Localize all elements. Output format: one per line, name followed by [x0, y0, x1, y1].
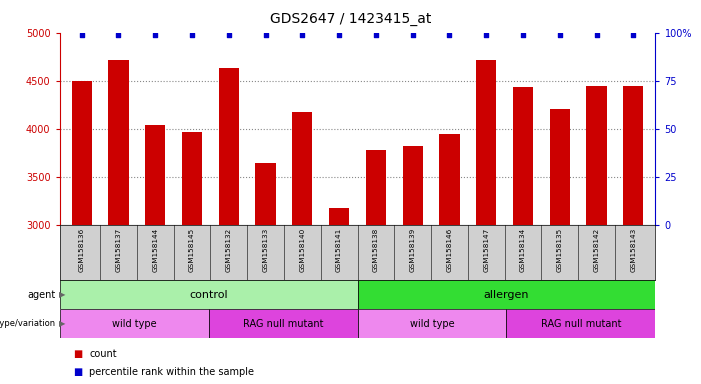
Text: RAG null mutant: RAG null mutant: [243, 318, 323, 329]
Point: [628, 31, 639, 38]
Text: GSM158134: GSM158134: [520, 227, 526, 271]
Bar: [60, 309, 209, 338]
Text: GSM158142: GSM158142: [594, 227, 599, 271]
Point: [554, 31, 566, 38]
Text: genotype/variation: genotype/variation: [0, 319, 56, 328]
Point: [223, 31, 234, 38]
Text: agent: agent: [28, 290, 56, 300]
Text: allergen: allergen: [484, 290, 529, 300]
Bar: [358, 309, 506, 338]
Point: [370, 31, 381, 38]
Point: [149, 31, 161, 38]
Bar: [402, 146, 423, 225]
Bar: [60, 280, 358, 309]
Bar: [219, 68, 239, 225]
Text: RAG null mutant: RAG null mutant: [540, 318, 621, 329]
Bar: [209, 309, 358, 338]
Bar: [72, 81, 92, 225]
Text: GSM158143: GSM158143: [630, 227, 637, 271]
Bar: [587, 86, 606, 225]
Bar: [506, 309, 655, 338]
Text: GSM158144: GSM158144: [152, 227, 158, 271]
Bar: [292, 112, 313, 225]
Text: GSM158139: GSM158139: [409, 227, 416, 271]
Bar: [182, 132, 202, 225]
Point: [113, 31, 124, 38]
Text: ■: ■: [74, 367, 83, 377]
Bar: [366, 150, 386, 225]
Text: count: count: [89, 349, 116, 359]
Bar: [145, 125, 165, 225]
Bar: [623, 86, 644, 225]
Text: GSM158133: GSM158133: [263, 227, 268, 271]
Text: GDS2647 / 1423415_at: GDS2647 / 1423415_at: [270, 12, 431, 25]
Bar: [513, 88, 533, 225]
Text: ▶: ▶: [59, 290, 65, 299]
Bar: [358, 280, 655, 309]
Text: control: control: [189, 290, 228, 300]
Point: [407, 31, 418, 38]
Point: [297, 31, 308, 38]
Point: [591, 31, 602, 38]
Text: GSM158132: GSM158132: [226, 227, 232, 271]
Point: [260, 31, 271, 38]
Text: GSM158136: GSM158136: [79, 227, 85, 271]
Text: GSM158138: GSM158138: [373, 227, 379, 271]
Bar: [550, 109, 570, 225]
Text: GSM158140: GSM158140: [299, 227, 306, 271]
Text: GSM158137: GSM158137: [116, 227, 121, 271]
Point: [186, 31, 198, 38]
Text: GSM158135: GSM158135: [557, 227, 563, 271]
Text: wild type: wild type: [409, 318, 454, 329]
Point: [481, 31, 492, 38]
Text: GSM158141: GSM158141: [336, 227, 342, 271]
Bar: [255, 163, 275, 225]
Point: [334, 31, 345, 38]
Text: GSM158147: GSM158147: [483, 227, 489, 271]
Bar: [329, 208, 349, 225]
Text: ▶: ▶: [59, 319, 65, 328]
Bar: [440, 134, 460, 225]
Bar: [109, 60, 128, 225]
Text: GSM158145: GSM158145: [189, 227, 195, 271]
Bar: [476, 60, 496, 225]
Point: [76, 31, 87, 38]
Point: [444, 31, 455, 38]
Point: [517, 31, 529, 38]
Text: ■: ■: [74, 349, 83, 359]
Text: GSM158146: GSM158146: [447, 227, 452, 271]
Text: percentile rank within the sample: percentile rank within the sample: [89, 367, 254, 377]
Text: wild type: wild type: [111, 318, 156, 329]
